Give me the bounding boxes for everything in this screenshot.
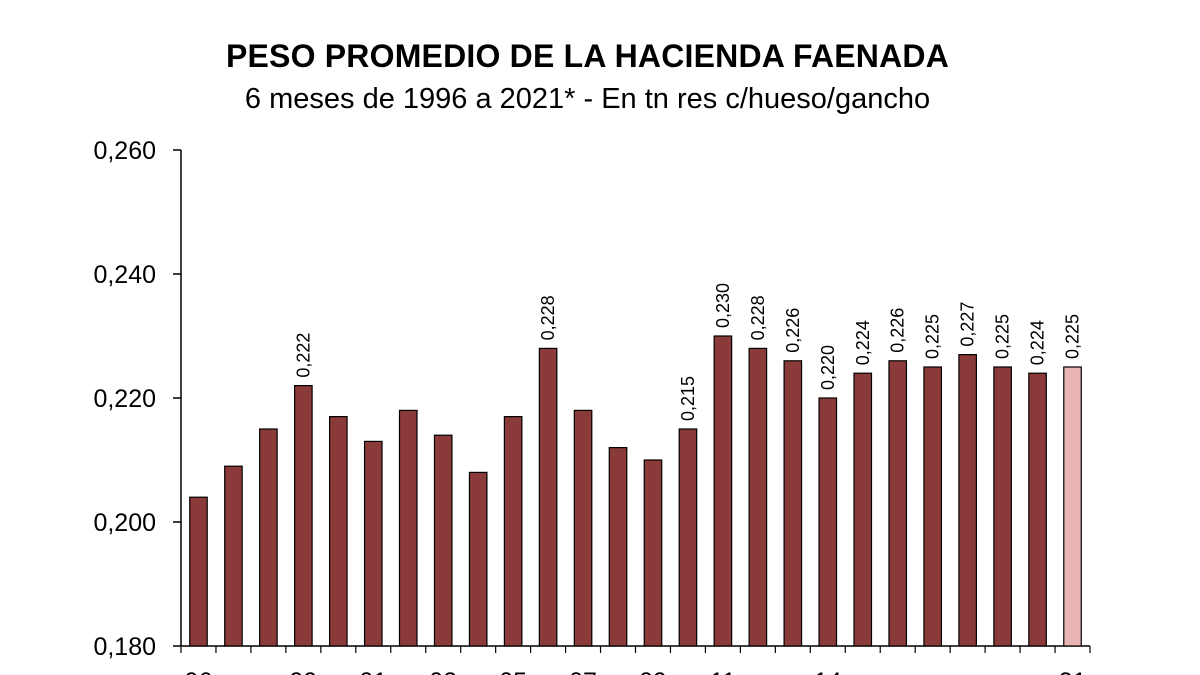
bar-11 <box>713 335 733 647</box>
x-tick-label: 21 <box>1059 668 1087 675</box>
bar-19 <box>993 366 1012 647</box>
x-tick-label: 11 <box>710 668 736 675</box>
x-tick-label: 05 <box>499 668 527 675</box>
x-tick-labels: 96 99 01 03 05 07 09 11 14 21 <box>185 668 1087 675</box>
bar-03 <box>433 434 453 647</box>
data-label: 0,224 <box>853 320 873 365</box>
bar-06 <box>538 347 558 647</box>
data-label: 0,225 <box>923 314 943 359</box>
data-label: 0,228 <box>748 295 768 340</box>
bar-14 <box>818 397 838 647</box>
x-tick-label: 14 <box>814 668 842 675</box>
bar-00 <box>328 416 348 647</box>
x-tick-label: 96 <box>185 668 213 675</box>
bar-05 <box>503 416 523 647</box>
bar-01 <box>363 440 383 647</box>
data-label: 0,215 <box>678 376 698 421</box>
chart-title: PESO PROMEDIO DE LA HACIENDA FAENADA <box>225 38 950 74</box>
bar-20 <box>1028 372 1047 647</box>
x-tick-label: 09 <box>639 668 667 675</box>
chart-subtitle: 6 meses de 1996 a 2021* - En tn res c/hu… <box>244 83 931 115</box>
bar-21 <box>1063 366 1082 647</box>
bar-08 <box>608 447 628 647</box>
data-label: 0,226 <box>783 308 803 353</box>
bar-12 <box>748 347 768 647</box>
data-label: 0,220 <box>818 345 838 390</box>
bar-04 <box>468 471 488 647</box>
bar-07 <box>573 409 593 647</box>
y-tick-label: 0,180 <box>93 633 156 661</box>
y-tick-label: 0,220 <box>93 385 156 413</box>
axes: 0,180 0,200 0,220 0,240 0,260 <box>93 137 1091 661</box>
data-label: 0,222 <box>293 333 313 378</box>
bar-13 <box>783 360 803 647</box>
x-tick-label: 03 <box>429 668 457 675</box>
data-label: 0,225 <box>993 314 1013 359</box>
bar-02 <box>398 409 418 647</box>
data-labels: 0,222 0,228 0,215 0,230 0,228 0,226 0,220 0,224… <box>293 283 1082 421</box>
data-label: 0,228 <box>538 295 558 340</box>
bar-98 <box>259 428 278 647</box>
y-tick-label: 0,240 <box>93 261 156 289</box>
data-label: 0,227 <box>958 302 978 347</box>
x-tick-label: 07 <box>569 668 597 675</box>
y-tick-label: 0,260 <box>93 137 156 165</box>
bar-99 <box>294 385 313 647</box>
bars <box>189 335 1082 647</box>
bar-10 <box>678 428 698 647</box>
data-label: 0,230 <box>713 283 733 328</box>
bar-16 <box>888 360 908 647</box>
bar-09 <box>643 459 663 647</box>
bar-97 <box>224 465 243 647</box>
data-label: 0,226 <box>888 308 908 353</box>
bar-18 <box>958 354 977 647</box>
bar-17 <box>923 366 943 647</box>
data-label: 0,224 <box>1028 320 1048 365</box>
bar-96 <box>189 496 208 647</box>
x-tick-label: 01 <box>359 668 387 675</box>
x-tick-label: 99 <box>289 668 317 675</box>
y-tick-label: 0,200 <box>93 509 156 537</box>
bar-15 <box>853 372 873 647</box>
data-label: 0,225 <box>1063 314 1083 359</box>
